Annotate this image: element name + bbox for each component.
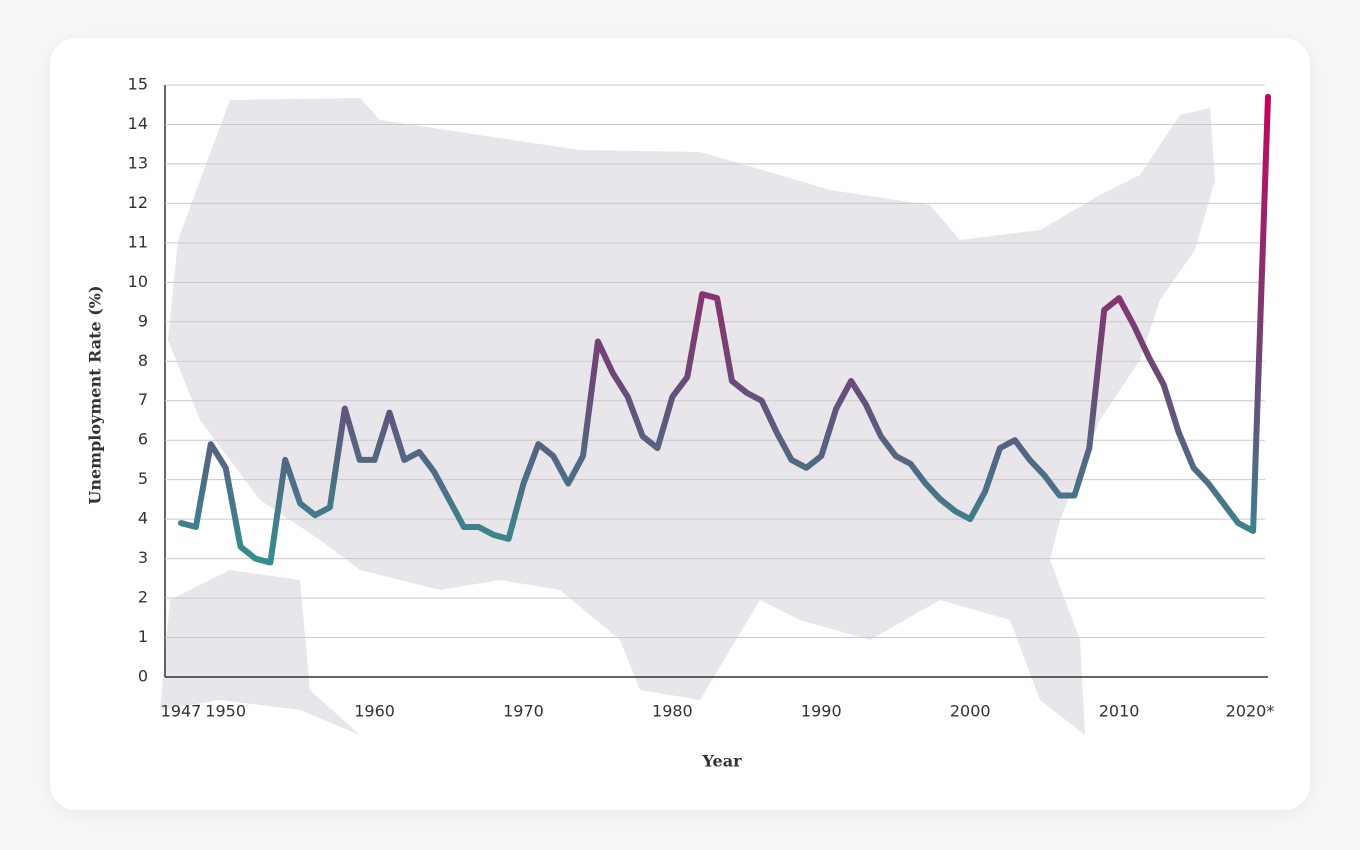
y-tick-label: 5	[138, 469, 148, 488]
y-tick-label: 9	[138, 311, 148, 330]
x-tick-label: 2020*	[1226, 702, 1275, 721]
x-tick-label: 1947	[161, 702, 202, 721]
y-tick-label: 8	[138, 351, 148, 370]
x-tick-label: 2010	[1099, 702, 1140, 721]
y-tick-label: 11	[128, 232, 148, 251]
line	[178, 93, 1271, 566]
y-tick-label: 14	[128, 114, 148, 133]
background-map	[160, 98, 1215, 735]
y-tick-label: 2	[138, 588, 148, 607]
y-tick-label: 13	[128, 153, 148, 172]
y-tick-label: 0	[138, 667, 148, 686]
x-tick-label: 1980	[652, 702, 693, 721]
x-tick-label: 1950	[205, 702, 246, 721]
y-tick-label: 10	[128, 272, 148, 291]
y-tick-label: 4	[138, 509, 148, 528]
y-tick-label: 1	[138, 627, 148, 646]
x-tick-label: 2000	[950, 702, 991, 721]
y-axis-title: Unemployment Rate (%)	[86, 285, 105, 504]
y-tick-label: 3	[138, 548, 148, 567]
x-tick-label: 1970	[503, 702, 544, 721]
x-tick-label: 1990	[801, 702, 842, 721]
x-tick-label: 1960	[354, 702, 395, 721]
y-tick-label: 12	[128, 193, 148, 212]
y-tick-label: 7	[138, 390, 148, 409]
y-tick-label: 15	[128, 75, 148, 94]
x-axis-title: Year	[701, 752, 742, 771]
y-tick-label: 6	[138, 430, 148, 449]
